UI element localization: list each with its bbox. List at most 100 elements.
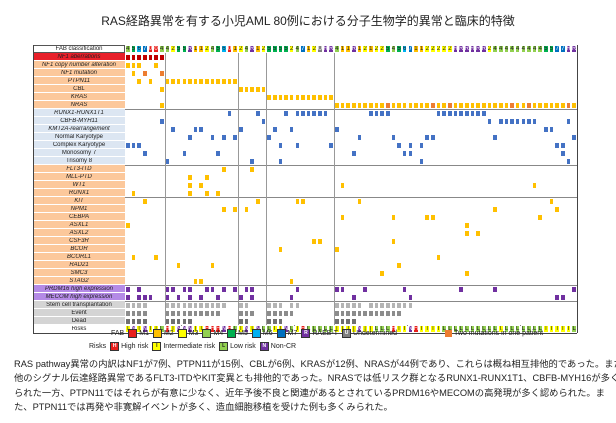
fab-cell: 4 xyxy=(244,45,249,52)
fab-cell: 4 xyxy=(391,45,396,52)
alteration-cell xyxy=(311,93,318,101)
fab-cell: 1 xyxy=(256,45,260,52)
risk-legend-label: Non-CR xyxy=(270,343,297,350)
alteration-cell xyxy=(520,101,527,109)
alteration-cell xyxy=(560,101,566,109)
alteration-cell xyxy=(396,301,402,309)
alteration-cell xyxy=(130,309,137,317)
alteration-cell xyxy=(232,77,238,85)
alteration-cell xyxy=(452,109,459,117)
fab-cell-background xyxy=(362,45,368,53)
risk-cell: L xyxy=(159,326,165,333)
row-label: CBL xyxy=(73,85,85,92)
fab-cell: 4 xyxy=(160,45,164,52)
alteration-cell xyxy=(283,93,289,101)
fab-cell-background xyxy=(458,45,464,53)
risk-cell: L xyxy=(374,325,379,332)
alteration-cell xyxy=(322,109,329,117)
patient-group-divider xyxy=(266,53,268,325)
row-label-background xyxy=(33,237,125,245)
risk-legend-label: Low risk xyxy=(230,343,256,350)
alteration-cell xyxy=(204,309,210,317)
fab-cell: 2 xyxy=(171,45,175,52)
risk-cell: H xyxy=(165,325,170,332)
row-label-background xyxy=(33,277,125,285)
risk-cell: L xyxy=(527,325,531,332)
alteration-cell xyxy=(531,101,538,109)
risk-cell: N xyxy=(142,325,147,332)
alteration-cell xyxy=(254,85,261,93)
row-label: SMC3 xyxy=(70,269,88,276)
alteration-cell xyxy=(345,301,351,309)
fab-cell-background xyxy=(565,45,572,53)
alteration-cell xyxy=(198,293,205,301)
fab-cell: 4 xyxy=(527,45,531,52)
fab-cell: R xyxy=(187,45,193,52)
alteration-cell xyxy=(424,213,431,221)
alteration-cell xyxy=(243,317,250,325)
alteration-cell xyxy=(226,77,233,85)
risk-cell-background xyxy=(514,325,521,333)
alteration-cell xyxy=(192,309,199,317)
row-label: Stem cell transplantation xyxy=(46,301,112,308)
fab-cell: 0 xyxy=(148,45,153,52)
alteration-cell xyxy=(249,285,255,293)
alteration-cell xyxy=(311,109,318,117)
alteration-cell xyxy=(181,285,188,293)
alteration-cell xyxy=(141,317,148,325)
row-label-background xyxy=(33,181,125,189)
alteration-cell xyxy=(198,77,205,85)
fab-cell: 7 xyxy=(143,45,147,52)
alteration-cell xyxy=(356,309,363,317)
row-label: Monosomy 7 xyxy=(61,149,97,156)
alteration-cell xyxy=(373,101,380,109)
risk-cell-background xyxy=(373,325,380,333)
risks-label-background xyxy=(33,325,125,333)
alteration-cell xyxy=(339,213,346,221)
fab-cell-background xyxy=(181,45,188,53)
alteration-cell xyxy=(396,141,402,149)
fab-legend-label: M6 xyxy=(262,330,273,337)
alteration-cell xyxy=(407,293,414,301)
row-label-background xyxy=(33,189,125,197)
alteration-cell xyxy=(401,301,408,309)
alteration-cell xyxy=(503,101,510,109)
alteration-cell xyxy=(254,109,261,117)
fab-cell-background xyxy=(254,45,261,53)
alteration-cell xyxy=(356,197,363,205)
fab-cell-background xyxy=(147,45,154,53)
alteration-cell xyxy=(147,293,154,301)
risk-cell: L xyxy=(476,325,480,332)
alteration-cell xyxy=(407,141,414,149)
fab-cell: 7 xyxy=(561,45,565,52)
alteration-cell xyxy=(243,301,250,309)
row-label-background xyxy=(33,285,125,293)
alteration-cell xyxy=(294,301,301,309)
risk-cell-background xyxy=(441,325,448,333)
risk-cell: I xyxy=(437,325,440,332)
alteration-cell xyxy=(130,253,137,261)
fab-cell-background xyxy=(492,45,498,53)
alteration-cell xyxy=(288,125,295,133)
row-label: KIT xyxy=(74,197,84,204)
alteration-cell xyxy=(243,285,250,293)
risk-cell-background xyxy=(492,325,498,333)
fab-cell: 1 xyxy=(193,45,198,52)
alteration-cell xyxy=(396,101,402,109)
alteration-cell xyxy=(565,117,572,125)
fab-cell-background xyxy=(356,45,363,53)
alteration-cell xyxy=(141,293,148,301)
alteration-cell xyxy=(175,309,182,317)
alteration-cell xyxy=(503,117,510,125)
alteration-cell xyxy=(136,317,142,325)
risk-cell: N xyxy=(176,326,182,333)
risk-cell: H xyxy=(216,325,221,332)
fab-cell: R xyxy=(249,45,255,52)
row-label: MECOM high expression xyxy=(45,293,113,300)
alteration-cell xyxy=(209,309,216,317)
alteration-cell xyxy=(317,109,323,117)
row-label-background xyxy=(33,229,125,237)
row-label-background xyxy=(33,109,125,117)
row-label-background xyxy=(33,117,125,125)
risk-cell-background xyxy=(424,325,431,333)
